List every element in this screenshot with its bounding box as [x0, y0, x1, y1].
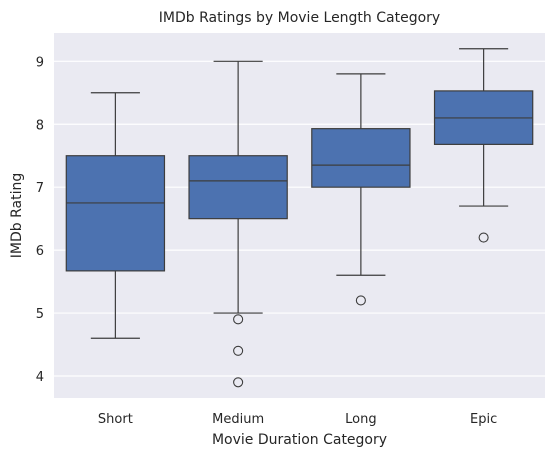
x-axis-ticks: Short Medium Long Epic: [98, 412, 497, 427]
box-medium: [188, 60, 288, 388]
y-tick-label: 5: [36, 307, 44, 322]
outlier-point: [233, 345, 244, 356]
outlier-point: [355, 295, 366, 306]
iqr-box: [188, 155, 288, 220]
y-tick-label: 6: [36, 244, 44, 259]
outlier-point: [233, 314, 244, 325]
y-axis-ticks: 4 5 6 7 8 9: [36, 55, 44, 385]
y-tick-label: 4: [36, 370, 44, 385]
box-long: [311, 73, 411, 306]
x-tick-label: Epic: [470, 412, 497, 427]
y-tick-label: 9: [36, 55, 44, 70]
box-short: [65, 92, 166, 339]
y-axis-label: IMDb Rating: [9, 173, 25, 258]
iqr-box: [65, 155, 166, 272]
y-tick-label: 7: [36, 181, 44, 196]
chart-title: IMDb Ratings by Movie Length Category: [159, 10, 440, 26]
outlier-point: [478, 232, 489, 243]
iqr-box: [311, 128, 411, 188]
box-epic: [433, 48, 534, 243]
box-group: [65, 48, 534, 388]
y-tick-label: 8: [36, 118, 44, 133]
x-axis-label: Movie Duration Category: [212, 432, 387, 448]
outlier-point: [233, 377, 244, 388]
x-tick-label: Long: [345, 412, 376, 427]
x-tick-label: Short: [98, 412, 133, 427]
x-tick-label: Medium: [212, 412, 264, 427]
